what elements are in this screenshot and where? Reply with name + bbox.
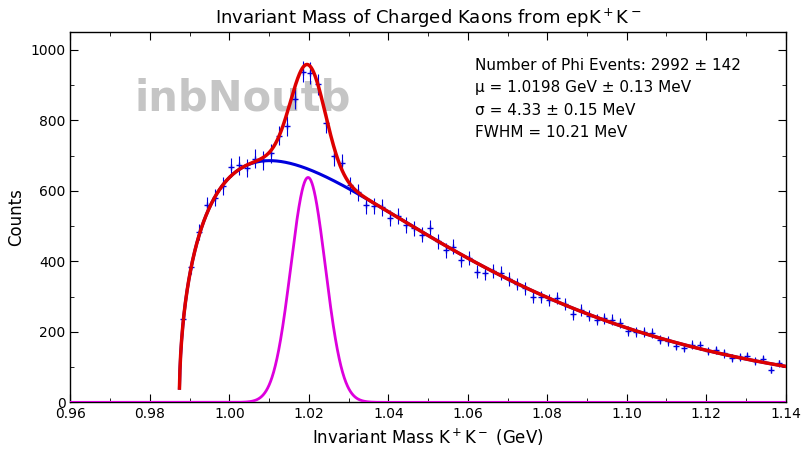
Text: inbNoutb: inbNoutb — [135, 78, 351, 120]
Y-axis label: Counts: Counts — [7, 188, 25, 246]
X-axis label: Invariant Mass K$^+$K$^-$ (GeV): Invariant Mass K$^+$K$^-$ (GeV) — [312, 427, 544, 448]
Text: Number of Phi Events: 2992 ± 142
μ = 1.0198 GeV ± 0.13 MeV
σ = 4.33 ± 0.15 MeV
F: Number of Phi Events: 2992 ± 142 μ = 1.0… — [474, 58, 740, 140]
Title: Invariant Mass of Charged Kaons from epK$^+$K$^-$: Invariant Mass of Charged Kaons from epK… — [215, 7, 642, 30]
